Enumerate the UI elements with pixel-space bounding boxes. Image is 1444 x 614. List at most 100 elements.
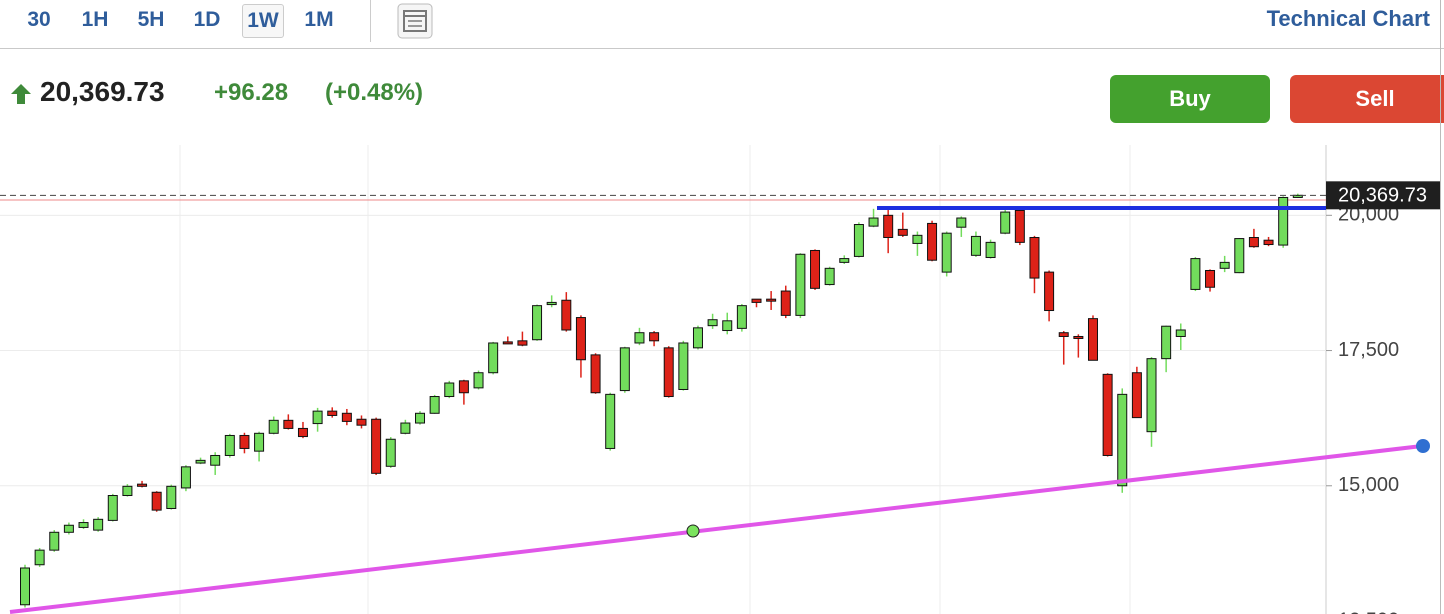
candle-body xyxy=(429,396,440,414)
last-price-box xyxy=(1326,181,1440,210)
candle-body xyxy=(956,217,967,228)
candle-body xyxy=(268,419,279,434)
candle-body xyxy=(327,410,338,416)
candle-body xyxy=(78,522,89,528)
candle-body xyxy=(751,298,762,303)
candle-body xyxy=(458,380,469,394)
candle-body xyxy=(810,249,821,289)
chart-type-title[interactable]: Technical Chart xyxy=(1266,6,1430,31)
interval-button[interactable]: 1M xyxy=(304,8,334,31)
candle-body xyxy=(736,305,747,329)
candle-body xyxy=(766,298,777,302)
vertical-grid xyxy=(179,145,1131,614)
candle-body xyxy=(1292,194,1303,198)
candle-body xyxy=(400,422,411,434)
candle-body xyxy=(780,290,791,316)
last-price: 20,369.73 xyxy=(40,76,165,107)
candle-body xyxy=(502,341,513,345)
candle-body xyxy=(1146,358,1157,433)
candle-body xyxy=(1044,271,1055,312)
candle-body xyxy=(883,214,894,238)
candle-body xyxy=(107,495,118,521)
candle-body xyxy=(1161,325,1172,360)
candle-body xyxy=(1029,236,1040,279)
candle-body xyxy=(151,491,162,511)
candle-body xyxy=(180,466,191,489)
candle-body xyxy=(692,327,703,349)
candle-body xyxy=(254,432,265,452)
y-tick-label: 15,000 xyxy=(1338,474,1399,496)
candle-body xyxy=(1000,211,1011,234)
separator xyxy=(370,0,371,42)
candle-body xyxy=(473,372,484,389)
candle-body xyxy=(195,459,206,464)
candle-body xyxy=(1058,332,1069,337)
candle-body xyxy=(897,228,908,236)
candle-body xyxy=(1278,196,1289,246)
interval-button[interactable]: 1W xyxy=(242,4,284,38)
candle-body xyxy=(605,393,616,449)
candle-body xyxy=(985,241,996,259)
candle-body xyxy=(546,301,557,306)
candle-body xyxy=(297,427,308,438)
candle-body xyxy=(1219,261,1230,269)
candle-body xyxy=(1234,238,1245,274)
candle-body xyxy=(93,518,104,531)
candle-body xyxy=(1073,335,1084,339)
candle-body xyxy=(20,567,30,606)
price-change-percent: (+0.48%) xyxy=(325,79,424,106)
interval-button[interactable]: 30 xyxy=(27,8,51,31)
candle-body xyxy=(210,454,221,466)
interval-button[interactable]: 1H xyxy=(81,8,109,31)
layout-icon[interactable] xyxy=(396,2,434,40)
sell-button[interactable]: Sell xyxy=(1290,75,1444,123)
candle-body xyxy=(1131,372,1142,419)
candle-body xyxy=(912,234,923,244)
candle-body xyxy=(1205,269,1216,288)
candle-body xyxy=(1117,393,1128,487)
candle-body xyxy=(634,332,645,344)
candle-body xyxy=(166,485,177,509)
last-price-label: 20,369.73 xyxy=(1338,185,1427,207)
candle-body xyxy=(1248,236,1259,248)
candle-body xyxy=(868,217,879,227)
trend-handle xyxy=(686,524,700,538)
candle-body xyxy=(575,317,586,361)
candle-body xyxy=(444,382,455,398)
trend-line xyxy=(9,444,1423,614)
right-border xyxy=(1440,0,1441,614)
candle-body xyxy=(678,342,689,390)
candle-body xyxy=(707,319,718,327)
candle-body xyxy=(122,485,133,497)
candle-body xyxy=(941,232,952,273)
candle-body xyxy=(137,483,148,487)
candle-body xyxy=(1087,318,1098,361)
candle-body xyxy=(415,412,426,424)
candle-body xyxy=(1014,209,1025,243)
candle-body xyxy=(312,410,323,425)
candle-body xyxy=(1190,258,1201,290)
up-arrow xyxy=(11,84,31,104)
candle-body xyxy=(532,305,543,341)
interval-button[interactable]: 5H xyxy=(137,8,165,31)
candle-body xyxy=(49,531,60,551)
candle-body xyxy=(824,267,835,286)
candle-body xyxy=(356,418,367,426)
y-tick-label: 17,500 xyxy=(1338,339,1399,361)
candle-body xyxy=(385,438,396,467)
candle-body xyxy=(927,222,938,261)
candle-body xyxy=(224,434,235,456)
candle-body xyxy=(283,419,294,429)
candle-body xyxy=(590,354,601,394)
candle-body xyxy=(1263,239,1274,246)
candle-body xyxy=(63,524,74,533)
buy-button[interactable]: Buy xyxy=(1110,75,1270,123)
candle-body xyxy=(1175,329,1186,337)
candle-body xyxy=(795,253,806,316)
candle-body xyxy=(649,332,660,342)
toolbar: 30 1H 5H 1D 1W 1M Technical Chart xyxy=(0,0,1444,49)
interval-button[interactable]: 1D xyxy=(193,8,221,31)
candle-body xyxy=(663,347,674,398)
candle-body xyxy=(488,342,499,374)
